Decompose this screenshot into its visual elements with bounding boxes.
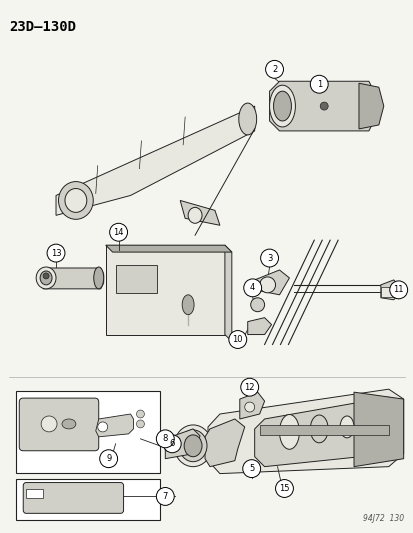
Polygon shape: [380, 280, 398, 300]
Circle shape: [243, 279, 261, 297]
Ellipse shape: [182, 295, 194, 314]
Circle shape: [320, 102, 328, 110]
Circle shape: [242, 459, 260, 478]
Ellipse shape: [93, 267, 103, 289]
Circle shape: [259, 277, 275, 293]
Text: 10: 10: [232, 335, 242, 344]
Circle shape: [228, 330, 246, 349]
Polygon shape: [254, 397, 398, 467]
Polygon shape: [26, 489, 43, 498]
Circle shape: [156, 488, 174, 505]
Ellipse shape: [269, 85, 295, 127]
Ellipse shape: [65, 189, 87, 212]
Text: 1: 1: [316, 80, 321, 88]
Text: 9: 9: [106, 454, 111, 463]
Circle shape: [244, 402, 254, 412]
Text: 12: 12: [244, 383, 254, 392]
Polygon shape: [353, 392, 403, 467]
Text: 23D–130D: 23D–130D: [9, 20, 76, 34]
Ellipse shape: [310, 415, 328, 443]
Polygon shape: [165, 429, 199, 459]
Polygon shape: [269, 81, 373, 131]
Text: 7: 7: [162, 492, 168, 501]
Ellipse shape: [62, 419, 76, 429]
Circle shape: [389, 281, 407, 299]
Ellipse shape: [58, 182, 93, 219]
Circle shape: [156, 430, 174, 448]
Circle shape: [265, 60, 283, 78]
Polygon shape: [204, 419, 244, 467]
Circle shape: [250, 298, 264, 312]
Ellipse shape: [179, 430, 206, 462]
Polygon shape: [56, 106, 254, 215]
Polygon shape: [207, 389, 403, 474]
FancyBboxPatch shape: [23, 482, 123, 513]
Circle shape: [41, 416, 57, 432]
Polygon shape: [43, 268, 103, 289]
Circle shape: [100, 450, 117, 467]
Text: 2: 2: [271, 65, 276, 74]
Bar: [105, 245, 224, 335]
Ellipse shape: [36, 267, 56, 289]
Text: 14: 14: [113, 228, 123, 237]
Circle shape: [163, 435, 181, 453]
Bar: [380, 287, 393, 297]
Text: 15: 15: [278, 484, 289, 493]
Ellipse shape: [273, 91, 291, 121]
Ellipse shape: [339, 416, 353, 438]
Text: 6: 6: [169, 439, 175, 448]
Circle shape: [136, 410, 144, 418]
Bar: [259, 425, 388, 435]
Polygon shape: [239, 392, 264, 419]
Circle shape: [310, 75, 328, 93]
Bar: [115, 265, 157, 293]
Text: 94J72  130: 94J72 130: [362, 514, 403, 523]
Bar: [16, 391, 160, 473]
Polygon shape: [358, 83, 383, 129]
Text: 13: 13: [50, 248, 61, 257]
Polygon shape: [247, 318, 271, 335]
Ellipse shape: [174, 425, 211, 467]
Circle shape: [97, 422, 107, 432]
Circle shape: [109, 223, 127, 241]
Circle shape: [136, 420, 144, 428]
Text: 11: 11: [392, 285, 403, 294]
FancyBboxPatch shape: [19, 398, 98, 451]
Ellipse shape: [188, 207, 202, 223]
Text: 5: 5: [249, 464, 254, 473]
Ellipse shape: [40, 271, 52, 285]
Circle shape: [275, 480, 293, 497]
Ellipse shape: [184, 435, 202, 457]
Polygon shape: [254, 270, 289, 295]
Circle shape: [260, 249, 278, 267]
Polygon shape: [95, 414, 133, 437]
Circle shape: [47, 244, 65, 262]
Polygon shape: [105, 245, 231, 252]
Text: 8: 8: [162, 434, 168, 443]
Ellipse shape: [238, 103, 256, 135]
Polygon shape: [180, 200, 219, 225]
Text: 4: 4: [249, 284, 255, 293]
Circle shape: [43, 273, 49, 279]
Polygon shape: [224, 245, 231, 342]
Circle shape: [240, 378, 258, 396]
Bar: [16, 479, 160, 520]
Ellipse shape: [279, 415, 299, 449]
Text: 3: 3: [266, 254, 272, 263]
